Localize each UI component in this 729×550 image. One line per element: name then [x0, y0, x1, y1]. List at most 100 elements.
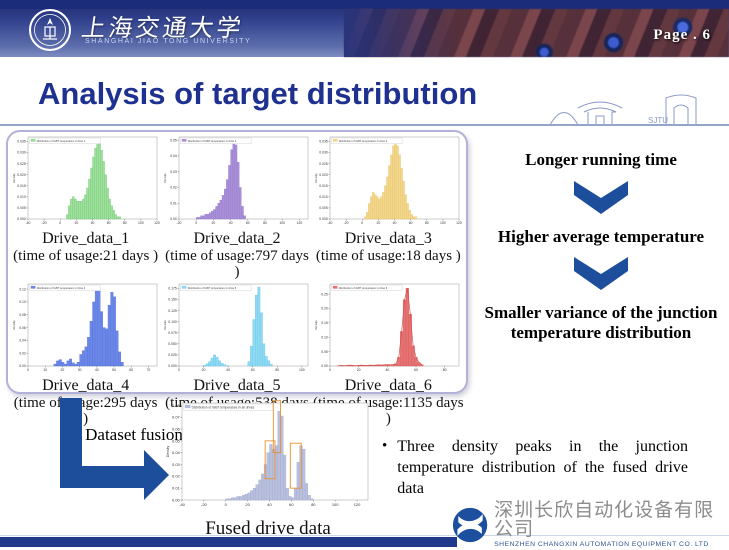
- company-name-en: SHENZHEN CHANGXIN AUTOMATION EQUIPMENT C…: [494, 541, 709, 548]
- company-name-cn: 深圳长欣自动化设备有限公司: [494, 499, 715, 540]
- inference-flow: Longer running time Higher average tempe…: [474, 150, 728, 342]
- svg-text:0: 0: [59, 221, 61, 225]
- svg-text:0.00: 0.00: [322, 364, 329, 368]
- svg-text:100: 100: [440, 221, 446, 225]
- svg-text:-20: -20: [201, 502, 208, 507]
- company-names: 深圳长欣自动化设备有限公司 SHENZHEN CHANGXIN AUTOMATI…: [494, 499, 729, 549]
- svg-text:0.020: 0.020: [320, 173, 329, 177]
- svg-text:40: 40: [386, 368, 390, 372]
- svg-text:0.08: 0.08: [19, 313, 26, 317]
- svg-text:0.25: 0.25: [322, 292, 329, 296]
- svg-text:Density: Density: [166, 446, 170, 458]
- drive-1-cell: 0.000 0.005 0.010 0.015 0.020 0.025 0.030 0.035…: [10, 134, 161, 281]
- chart-usage: (time of usage:797 days ): [165, 247, 309, 281]
- header-top-stripe: [0, 0, 729, 9]
- svg-text:0.05: 0.05: [322, 350, 329, 354]
- svg-text:0.00: 0.00: [172, 497, 181, 502]
- svg-text:20: 20: [211, 221, 215, 225]
- chart-title: Drive_data_2: [193, 230, 281, 247]
- dataset-fusion-label: Dataset fusion: [85, 425, 183, 444]
- svg-text:40: 40: [393, 221, 397, 225]
- svg-text:120: 120: [354, 502, 361, 507]
- svg-text:0.03: 0.03: [170, 170, 177, 174]
- flow-step-3: Smaller variance of the junction tempera…: [484, 303, 718, 342]
- svg-text:0.06: 0.06: [19, 326, 26, 330]
- svg-text:60: 60: [409, 221, 413, 225]
- fused-histogram: 0.00 0.01 0.02 0.03 0.04 0.05 0.06 0.07 0.08 -40 -…: [166, 400, 369, 507]
- fused-chart-caption: Fused drive data: [205, 518, 331, 539]
- drive-1-histogram: 0.000 0.005 0.010 0.015 0.020 0.025 0.030 0.035…: [12, 136, 160, 225]
- svg-text:0.175: 0.175: [168, 286, 177, 290]
- drive-3-cell: 0.000 0.005 0.010 0.015 0.020 0.025 0.030 0.035…: [313, 134, 464, 281]
- svg-text:0.150: 0.150: [168, 298, 177, 302]
- svg-text:0.025: 0.025: [320, 162, 329, 166]
- title-divider: [0, 124, 729, 126]
- svg-text:0.000: 0.000: [17, 217, 26, 221]
- header-banner: 上海交通大学 SHANGHAI JIAO TONG UNIVERSITY Pag…: [0, 0, 729, 57]
- photo-fade-overlay: [344, 9, 729, 57]
- changxin-logo-icon: [452, 507, 488, 542]
- drive-2-cell: 0.00 0.01 0.02 0.03 0.04 0.05 -20 0 20 40 60 80 100 1…: [161, 134, 312, 281]
- svg-text:20: 20: [60, 368, 64, 372]
- chart-title: Drive_data_4: [42, 376, 130, 394]
- svg-text:0.025: 0.025: [168, 353, 177, 357]
- svg-text:0.05: 0.05: [172, 438, 181, 443]
- svg-text:60: 60: [246, 221, 250, 225]
- svg-text:0.04: 0.04: [172, 450, 181, 455]
- chart-title: Drive_data_1: [42, 230, 130, 247]
- drive-4-histogram: 0.00 0.02 0.04 0.06 0.08 0.10 0.12 0 10 20 30 40 50 6…: [12, 283, 157, 372]
- drive-2-histogram: 0.00 0.01 0.02 0.03 0.04 0.05 -20 0 20 40 60 80 100 1…: [163, 136, 309, 225]
- flow-step-1: Longer running time: [525, 150, 677, 169]
- footer-divider: [0, 535, 729, 536]
- svg-text:Density: Density: [314, 173, 318, 183]
- svg-text:0: 0: [178, 368, 180, 372]
- svg-text:40: 40: [267, 502, 272, 507]
- svg-text:80: 80: [123, 221, 127, 225]
- svg-text:60: 60: [106, 221, 110, 225]
- svg-text:Density: Density: [12, 320, 16, 330]
- company-brand: 深圳长欣自动化设备有限公司 SHENZHEN CHANGXIN AUTOMATI…: [452, 501, 729, 548]
- drive-5-histogram: 0.000 0.025 0.050 0.075 0.100 0.125 0.150 0.175…: [163, 283, 309, 372]
- svg-text:0.02: 0.02: [172, 474, 181, 479]
- svg-text:120: 120: [297, 221, 303, 225]
- svg-text:-40: -40: [328, 221, 333, 225]
- drive-5-cell: 0.000 0.025 0.050 0.075 0.100 0.125 0.150 0.175…: [161, 281, 312, 428]
- fused-chart-block: 0.00 0.01 0.02 0.03 0.04 0.05 0.06 0.07 0.08 -40 -…: [160, 399, 376, 540]
- svg-text:-20: -20: [41, 221, 46, 225]
- flow-step-2: Higher average temperature: [497, 226, 705, 246]
- svg-text:20: 20: [245, 502, 250, 507]
- svg-text:Distribution of IGBT temperatu: Distribution of IGBT temperature in driv…: [339, 139, 388, 143]
- svg-text:Distribution of IGBT temperatu: Distribution of IGBT temperature in driv…: [188, 139, 237, 143]
- svg-text:0.125: 0.125: [168, 309, 177, 313]
- svg-text:0.030: 0.030: [17, 151, 26, 155]
- svg-text:0.030: 0.030: [320, 151, 329, 155]
- svg-text:Density: Density: [314, 320, 318, 330]
- dataset-fusion-arrow-icon: [60, 398, 169, 500]
- drive-histograms-panel: 0.000 0.005 0.010 0.015 0.020 0.025 0.030 0.035…: [6, 130, 468, 427]
- svg-text:0.04: 0.04: [19, 338, 26, 342]
- svg-text:Distribution of IGBT temperatu: Distribution of IGBT temperature in all …: [192, 406, 255, 410]
- svg-text:100: 100: [138, 221, 144, 225]
- svg-text:0: 0: [362, 221, 364, 225]
- svg-text:100: 100: [299, 368, 305, 372]
- chart-usage: (time of usage:21 days ): [13, 247, 159, 264]
- svg-text:0.07: 0.07: [172, 415, 181, 420]
- svg-text:20: 20: [74, 221, 78, 225]
- svg-text:0.100: 0.100: [168, 320, 177, 324]
- svg-text:0: 0: [225, 502, 228, 507]
- svg-text:0.035: 0.035: [320, 140, 329, 144]
- svg-text:20: 20: [377, 221, 381, 225]
- svg-text:80: 80: [275, 368, 279, 372]
- svg-text:0.025: 0.025: [17, 162, 26, 166]
- svg-text:30: 30: [77, 368, 81, 372]
- svg-text:0.075: 0.075: [168, 331, 177, 335]
- svg-text:100: 100: [279, 221, 285, 225]
- svg-text:0.050: 0.050: [168, 342, 177, 346]
- svg-text:0.015: 0.015: [17, 184, 26, 188]
- svg-text:60: 60: [129, 368, 133, 372]
- drive-6-histogram: 0.00 0.05 0.10 0.15 0.20 0.25 0 20 40 60 80 Density…: [314, 283, 460, 372]
- svg-text:0.000: 0.000: [320, 217, 329, 221]
- svg-text:100: 100: [332, 502, 339, 507]
- svg-text:0.00: 0.00: [19, 364, 26, 368]
